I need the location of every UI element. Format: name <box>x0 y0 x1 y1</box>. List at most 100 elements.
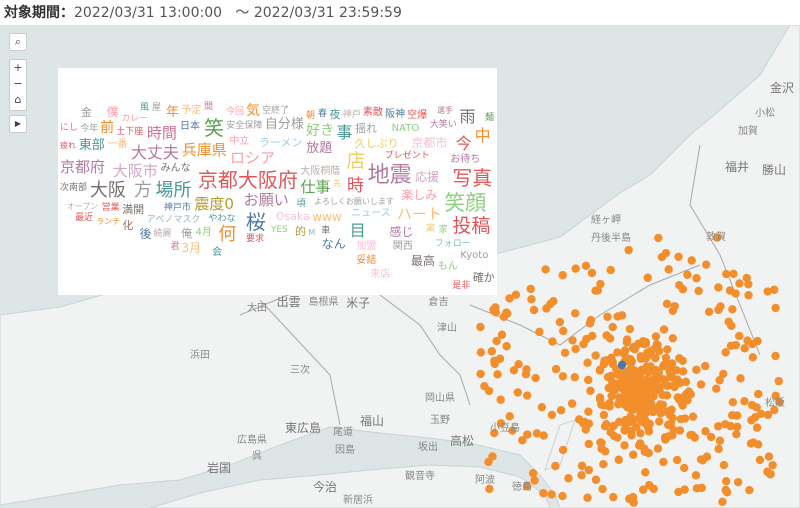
tweet-marker[interactable] <box>634 441 644 450</box>
tweet-marker[interactable] <box>508 426 517 435</box>
word-cloud-word[interactable]: 最高 <box>410 254 435 269</box>
tweet-marker[interactable] <box>735 331 744 341</box>
tweet-marker[interactable] <box>746 439 756 448</box>
tweet-marker[interactable] <box>636 429 645 438</box>
word-cloud-word[interactable]: 4月 <box>195 226 212 238</box>
tweet-marker[interactable] <box>585 319 595 328</box>
tweet-marker[interactable] <box>541 265 550 274</box>
tweet-marker[interactable] <box>523 430 532 439</box>
tweet-marker[interactable] <box>748 353 758 362</box>
word-cloud-word[interactable]: 大笑い <box>429 119 457 130</box>
tweet-marker[interactable] <box>488 452 497 461</box>
word-cloud-word[interactable]: 的 <box>294 225 306 239</box>
word-cloud-word[interactable]: 気 <box>246 102 260 119</box>
tweet-marker[interactable] <box>753 336 762 346</box>
tweet-marker[interactable] <box>599 460 608 469</box>
word-cloud-word[interactable]: 今回 <box>226 106 245 117</box>
tweet-marker[interactable] <box>584 407 593 416</box>
tweet-marker[interactable] <box>627 431 636 440</box>
word-cloud-word[interactable]: 東部 <box>78 138 105 154</box>
tweet-marker[interactable] <box>718 497 727 507</box>
tweet-marker[interactable] <box>556 406 566 415</box>
tweet-marker[interactable] <box>511 290 521 300</box>
tweet-marker[interactable] <box>584 439 594 449</box>
tweet-marker[interactable] <box>599 410 609 420</box>
tweet-marker[interactable] <box>629 450 638 459</box>
word-cloud-word[interactable]: 化 <box>122 219 134 233</box>
tweet-marker[interactable] <box>497 330 507 339</box>
tweet-marker[interactable] <box>771 351 780 361</box>
tweet-marker[interactable] <box>625 494 634 504</box>
tweet-marker[interactable] <box>514 360 523 369</box>
word-cloud-word[interactable]: 京都府 <box>60 158 106 176</box>
tweet-marker[interactable] <box>628 403 637 413</box>
tweet-marker[interactable] <box>490 356 499 366</box>
tweet-marker[interactable] <box>547 410 557 420</box>
word-cloud-word[interactable]: みんな <box>160 163 191 175</box>
word-cloud-word[interactable]: ハート <box>396 205 442 224</box>
word-cloud-word[interactable]: 俺 <box>181 226 193 240</box>
word-cloud-word[interactable]: 投稿 <box>452 215 491 238</box>
word-cloud-word[interactable]: 応援 <box>415 170 440 185</box>
tweet-marker[interactable] <box>633 369 642 379</box>
tweet-marker[interactable] <box>587 268 597 278</box>
word-cloud-word[interactable]: やわな <box>208 214 236 225</box>
word-cloud-word[interactable]: 空終了 <box>262 105 290 116</box>
tweet-marker[interactable] <box>528 469 538 478</box>
word-cloud-word[interactable]: 春 <box>318 108 328 119</box>
tweet-marker[interactable] <box>583 358 592 368</box>
tweet-marker[interactable] <box>643 273 652 282</box>
tweet-marker[interactable] <box>518 436 527 445</box>
word-cloud-word[interactable]: 感じ <box>389 225 414 240</box>
word-cloud-word[interactable]: 空爆 <box>407 109 428 121</box>
tweet-marker[interactable] <box>581 425 591 434</box>
word-cloud-word[interactable]: よろしくお願いします <box>313 197 394 207</box>
tweet-marker[interactable] <box>774 376 783 386</box>
tweet-marker[interactable] <box>640 447 650 456</box>
tweet-marker[interactable] <box>727 411 737 420</box>
tweet-marker[interactable] <box>754 389 763 399</box>
tweet-marker[interactable] <box>672 455 682 465</box>
tweet-marker[interactable] <box>662 299 672 309</box>
tweet-marker[interactable] <box>522 391 532 400</box>
tweet-marker[interactable] <box>623 367 632 376</box>
home-icon[interactable]: ⌂ <box>14 93 22 106</box>
word-cloud-word[interactable]: 次南部 <box>60 182 88 193</box>
tweet-marker[interactable] <box>625 324 635 334</box>
tweet-marker[interactable] <box>577 470 586 480</box>
word-cloud-word[interactable]: 風 <box>140 102 150 113</box>
tweet-marker[interactable] <box>539 489 548 498</box>
word-cloud-word[interactable]: 土下座 <box>116 126 144 137</box>
word-cloud-word[interactable]: 今 <box>455 133 472 153</box>
word-cloud-word[interactable]: 京都大阪府 <box>197 168 298 193</box>
tweet-marker[interactable] <box>665 366 674 376</box>
tweet-marker[interactable] <box>591 475 601 484</box>
tweet-marker[interactable] <box>531 373 540 383</box>
tweet-marker[interactable] <box>769 285 779 294</box>
word-cloud-word[interactable]: 確か <box>472 271 495 285</box>
tweet-marker[interactable] <box>558 445 568 455</box>
tweet-marker[interactable] <box>728 305 737 314</box>
tweet-marker[interactable] <box>622 335 632 344</box>
tweet-marker[interactable] <box>733 477 743 487</box>
tweet-marker[interactable] <box>733 422 742 431</box>
tweet-marker[interactable] <box>596 279 605 289</box>
tweet-marker[interactable] <box>743 336 752 345</box>
tweet-marker[interactable] <box>645 419 654 429</box>
tweet-marker[interactable] <box>735 279 744 288</box>
tweet-marker[interactable] <box>668 306 677 315</box>
word-cloud-word[interactable]: 神戸 <box>342 109 361 120</box>
tweet-marker[interactable] <box>775 397 784 407</box>
tweet-marker[interactable] <box>638 485 648 494</box>
word-cloud-word[interactable]: 大阪 <box>89 180 126 202</box>
tweet-marker[interactable] <box>712 384 721 393</box>
tweet-marker[interactable] <box>645 480 654 490</box>
tweet-marker[interactable] <box>545 299 555 309</box>
tweet-marker[interactable] <box>505 412 514 421</box>
word-cloud-word[interactable]: 地震 <box>367 162 412 188</box>
tweet-marker[interactable] <box>643 348 652 357</box>
tweet-marker[interactable] <box>644 391 653 400</box>
tweet-marker[interactable] <box>527 295 536 304</box>
tweet-marker[interactable] <box>476 348 486 357</box>
word-cloud-word[interactable]: 店 <box>346 150 366 173</box>
